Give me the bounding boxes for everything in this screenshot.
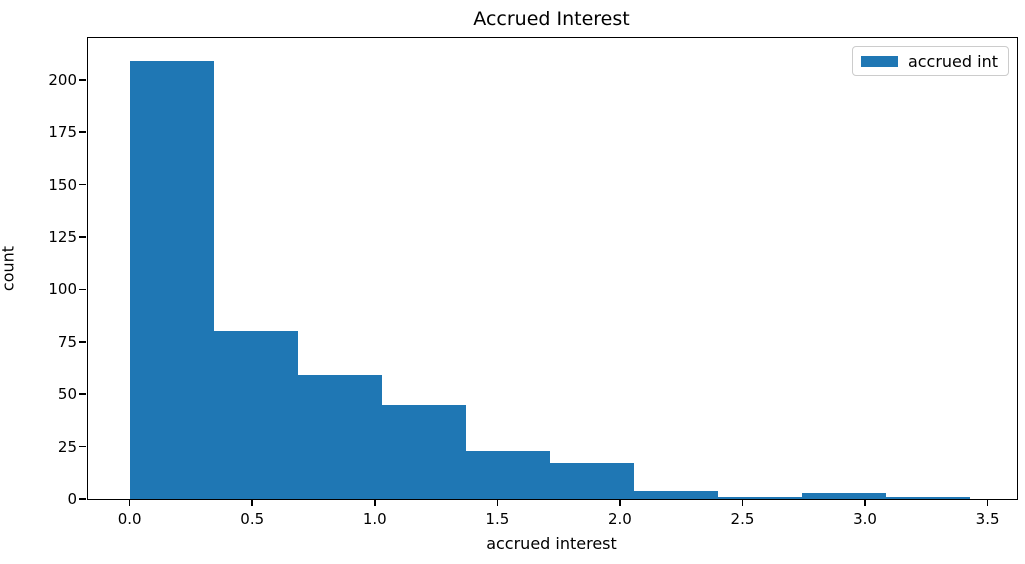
histogram-bar xyxy=(718,496,803,499)
x-tick-label: 0.0 xyxy=(117,510,142,528)
histogram-bar xyxy=(129,61,214,499)
y-tick-label: 125 xyxy=(48,228,77,247)
y-tick-label: 100 xyxy=(48,280,77,299)
x-tick-label: 1.5 xyxy=(485,510,510,528)
y-tick-mark xyxy=(79,288,87,291)
x-tick-label: 0.5 xyxy=(240,510,265,528)
y-tick-label: 25 xyxy=(57,437,77,456)
x-tick-label: 3.0 xyxy=(853,510,877,528)
x-tick-mark xyxy=(373,499,376,506)
y-tick-label: 75 xyxy=(57,332,77,351)
y-tick-mark xyxy=(79,341,87,343)
histogram-bar xyxy=(381,404,466,499)
y-tick-mark xyxy=(79,183,87,186)
y-tick-label: 150 xyxy=(48,175,77,194)
x-tick-mark xyxy=(986,499,989,506)
y-tick-mark xyxy=(79,236,87,238)
y-tick-mark xyxy=(79,445,87,448)
histogram-bar xyxy=(465,450,551,499)
y-tick-mark xyxy=(79,131,87,134)
chart-title: Accrued Interest xyxy=(473,8,630,30)
y-tick-label: 0 xyxy=(67,490,77,508)
x-tick-label: 3.5 xyxy=(975,510,1000,528)
x-tick-label: 1.0 xyxy=(362,510,387,528)
legend-label: accrued int xyxy=(907,51,998,71)
x-tick-mark xyxy=(128,499,131,506)
histogram-bar xyxy=(297,375,382,499)
x-tick-mark xyxy=(741,499,744,506)
histogram-bar xyxy=(802,492,887,499)
y-tick-mark xyxy=(79,498,87,500)
legend-color-swatch xyxy=(860,55,898,67)
y-axis-label: count xyxy=(0,245,18,292)
plot-area: 0.0 0.5 1.0 1.5 2.0 2.5 3.0 3.5 0 25 50 75 100 125 150… xyxy=(48,37,1018,528)
x-tick-label: 2.5 xyxy=(730,510,755,528)
x-tick-mark xyxy=(251,499,254,506)
y-tick-label: 50 xyxy=(57,385,77,404)
histogram-bar xyxy=(634,490,719,499)
x-tick-mark xyxy=(619,499,621,506)
y-tick-mark xyxy=(79,79,87,81)
histogram-bar xyxy=(886,496,971,499)
legend-box: accrued int xyxy=(851,46,1009,76)
histogram-bar xyxy=(213,331,298,499)
x-axis-label: accrued interest xyxy=(486,534,617,553)
x-tick-mark xyxy=(496,499,499,506)
x-tick-label: 2.0 xyxy=(607,510,632,528)
x-tick-mark xyxy=(864,499,866,506)
histogram-bar xyxy=(550,463,635,499)
y-tick-label: 175 xyxy=(48,123,77,142)
y-tick-mark xyxy=(79,393,87,396)
y-tick-label: 200 xyxy=(48,70,77,89)
